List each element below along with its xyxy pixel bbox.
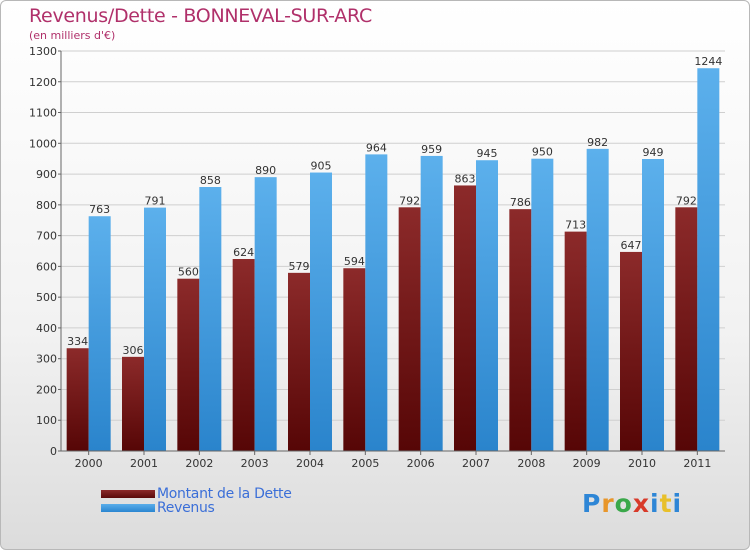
bar-revenus-2000 <box>88 216 111 451</box>
bar-revenus-2002 <box>199 187 222 451</box>
y-tick-label: 200 <box>36 383 57 396</box>
x-tick-label-2005: 2005 <box>351 457 379 470</box>
legend-label-dette: Montant de la Dette <box>157 486 292 502</box>
bar-revenus-2003 <box>254 177 277 451</box>
y-tick-label: 0 <box>50 445 57 458</box>
bar-revenus-2010 <box>642 159 664 451</box>
bar-revenus-2011 <box>697 68 720 451</box>
data-label-revenus-2002: 858 <box>200 174 221 187</box>
chart-title: Revenus/Dette - BONNEVAL-SUR-ARC <box>29 5 372 27</box>
data-label-dette-2011: 792 <box>676 194 697 207</box>
y-tick-label: 100 <box>36 414 57 427</box>
logo-letter: r <box>601 489 615 518</box>
data-label-dette-2007: 863 <box>455 172 476 185</box>
bar-dette-2005 <box>343 268 366 451</box>
bar-revenus-2004 <box>310 172 332 452</box>
chart-legend: Montant de la Dette Revenus <box>101 486 292 516</box>
data-label-revenus-2009: 982 <box>587 136 608 149</box>
legend-item-revenus: Revenus <box>101 500 292 516</box>
logo-letter: i <box>650 489 660 518</box>
bar-dette-2007 <box>454 185 476 451</box>
bar-revenus-2006 <box>420 155 443 451</box>
data-label-dette-2010: 647 <box>621 239 642 252</box>
x-tick-label-2001: 2001 <box>130 457 158 470</box>
logo-letter: i <box>672 489 683 518</box>
x-tick-label-2008: 2008 <box>517 457 545 470</box>
y-tick-label: 1100 <box>29 107 57 120</box>
bar-dette-2011 <box>675 207 698 451</box>
data-label-revenus-2008: 950 <box>532 146 553 159</box>
y-tick-label: 400 <box>36 322 57 335</box>
y-tick-label: 700 <box>36 230 57 243</box>
bar-dette-2009 <box>564 231 587 451</box>
bar-dette-2001 <box>122 356 144 451</box>
y-tick-label: 500 <box>36 291 57 304</box>
x-tick-label-2010: 2010 <box>628 457 656 470</box>
legend-item-dette: Montant de la Dette <box>101 486 292 502</box>
legend-swatch-dette <box>101 490 155 498</box>
y-tick-label: 1000 <box>29 137 57 150</box>
data-label-dette-2008: 786 <box>510 196 531 209</box>
data-label-revenus-2010: 949 <box>643 146 664 159</box>
bar-revenus-2009 <box>586 148 609 451</box>
data-label-dette-2005: 594 <box>344 255 365 268</box>
logo-letter: o <box>614 489 633 518</box>
data-label-dette-2006: 792 <box>399 194 420 207</box>
y-tick-label: 1200 <box>29 76 57 89</box>
bar-revenus-2005 <box>365 154 388 451</box>
y-tick-label: 300 <box>36 353 57 366</box>
y-tick-label: 600 <box>36 260 57 273</box>
x-tick-label-2000: 2000 <box>75 457 103 470</box>
logo-letter: x <box>632 489 650 518</box>
data-label-dette-2009: 713 <box>565 219 586 232</box>
bar-dette-2000 <box>66 348 89 451</box>
data-label-revenus-2005: 964 <box>366 141 387 154</box>
chart-subtitle: (en milliers d'€) <box>29 29 116 42</box>
bar-dette-2002 <box>177 278 200 451</box>
data-label-dette-2002: 560 <box>178 266 199 279</box>
x-tick-label-2007: 2007 <box>462 457 490 470</box>
data-label-revenus-2004: 905 <box>311 160 332 173</box>
data-label-dette-2004: 579 <box>289 260 310 273</box>
legend-label-revenus: Revenus <box>157 500 215 516</box>
y-tick-label: 900 <box>36 168 57 181</box>
bar-dette-2003 <box>232 259 255 451</box>
x-tick-label-2009: 2009 <box>573 457 601 470</box>
bar-dette-2004 <box>288 272 310 451</box>
bar-dette-2008 <box>509 209 532 451</box>
data-label-revenus-2003: 890 <box>255 164 276 177</box>
data-label-revenus-2006: 959 <box>421 143 442 156</box>
logo-letter: P <box>582 489 602 518</box>
bar-dette-2006 <box>398 207 421 451</box>
data-label-revenus-2011: 1244 <box>694 55 722 68</box>
proxiti-logo: Proxiti <box>582 489 682 518</box>
data-label-dette-2003: 624 <box>233 246 254 259</box>
x-tick-label-2011: 2011 <box>683 457 711 470</box>
bar-revenus-2008 <box>531 158 554 451</box>
data-label-dette-2000: 334 <box>67 335 88 348</box>
data-label-revenus-2001: 791 <box>145 195 166 208</box>
bar-revenus-2001 <box>144 207 166 451</box>
x-tick-label-2002: 2002 <box>185 457 213 470</box>
data-label-dette-2001: 306 <box>123 344 144 357</box>
y-tick-label: 1300 <box>29 45 57 58</box>
x-tick-label-2006: 2006 <box>407 457 435 470</box>
logo-letter: t <box>659 489 673 518</box>
legend-swatch-revenus <box>101 504 155 512</box>
x-tick-label-2003: 2003 <box>241 457 269 470</box>
y-tick-label: 800 <box>36 199 57 212</box>
bar-revenus-2007 <box>476 160 498 451</box>
data-label-revenus-2007: 945 <box>477 147 498 160</box>
data-label-revenus-2000: 763 <box>89 203 110 216</box>
bar-dette-2010 <box>620 251 642 451</box>
x-tick-label-2004: 2004 <box>296 457 324 470</box>
